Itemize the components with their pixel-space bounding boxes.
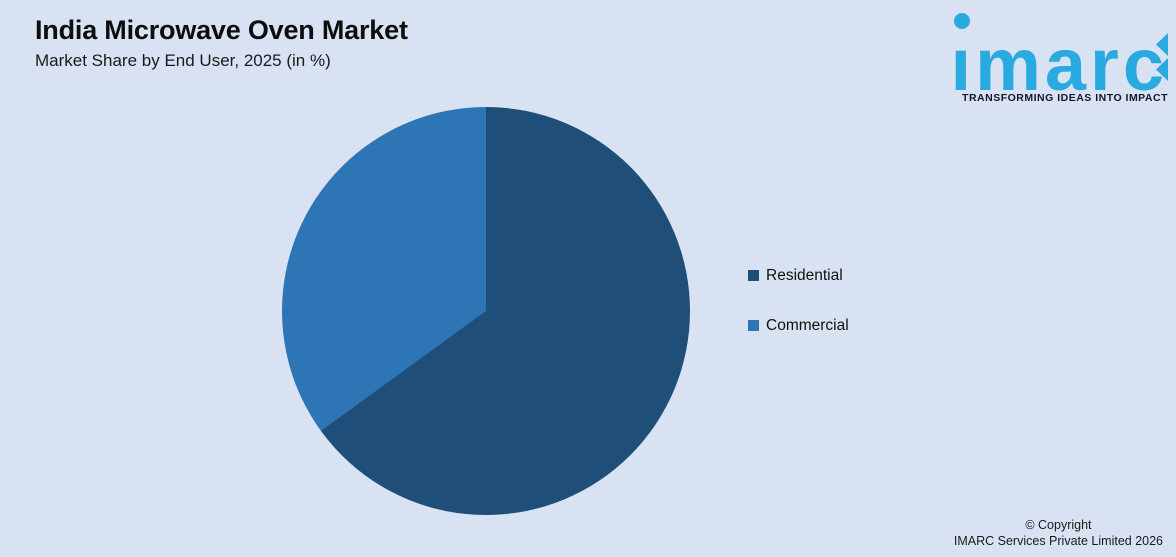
pie-chart — [282, 107, 690, 515]
imarc-logo: ımarc TRANSFORMING IDEAS INTO IMPACT — [928, 0, 1168, 110]
chart-header: India Microwave Oven Market Market Share… — [35, 15, 408, 71]
legend-item-commercial: Commercial — [748, 316, 849, 334]
chart-legend: Residential Commercial — [748, 268, 849, 367]
copyright-line2: IMARC Services Private Limited 2026 — [953, 533, 1163, 548]
copyright-line1: © Copyright — [1025, 517, 1092, 532]
page-title: India Microwave Oven Market — [35, 15, 408, 45]
page-subtitle: Market Share by End User, 2025 (in %) — [35, 51, 331, 71]
copyright-notice: © Copyright IMARC Services Private Limit… — [954, 517, 1163, 550]
legend-label: Residential — [766, 267, 843, 284]
imarc-logo-i-dot-icon — [953, 13, 970, 29]
imarc-logo-tagline: TRANSFORMING IDEAS INTO IMPACT — [962, 92, 1168, 104]
legend-item-residential: Residential — [748, 268, 849, 284]
legend-swatch-commercial — [748, 319, 759, 331]
imarc-logo-wordmark: ımarc — [951, 13, 1168, 102]
legend-label: Commercial — [766, 316, 849, 334]
legend-swatch-residential — [748, 270, 759, 282]
